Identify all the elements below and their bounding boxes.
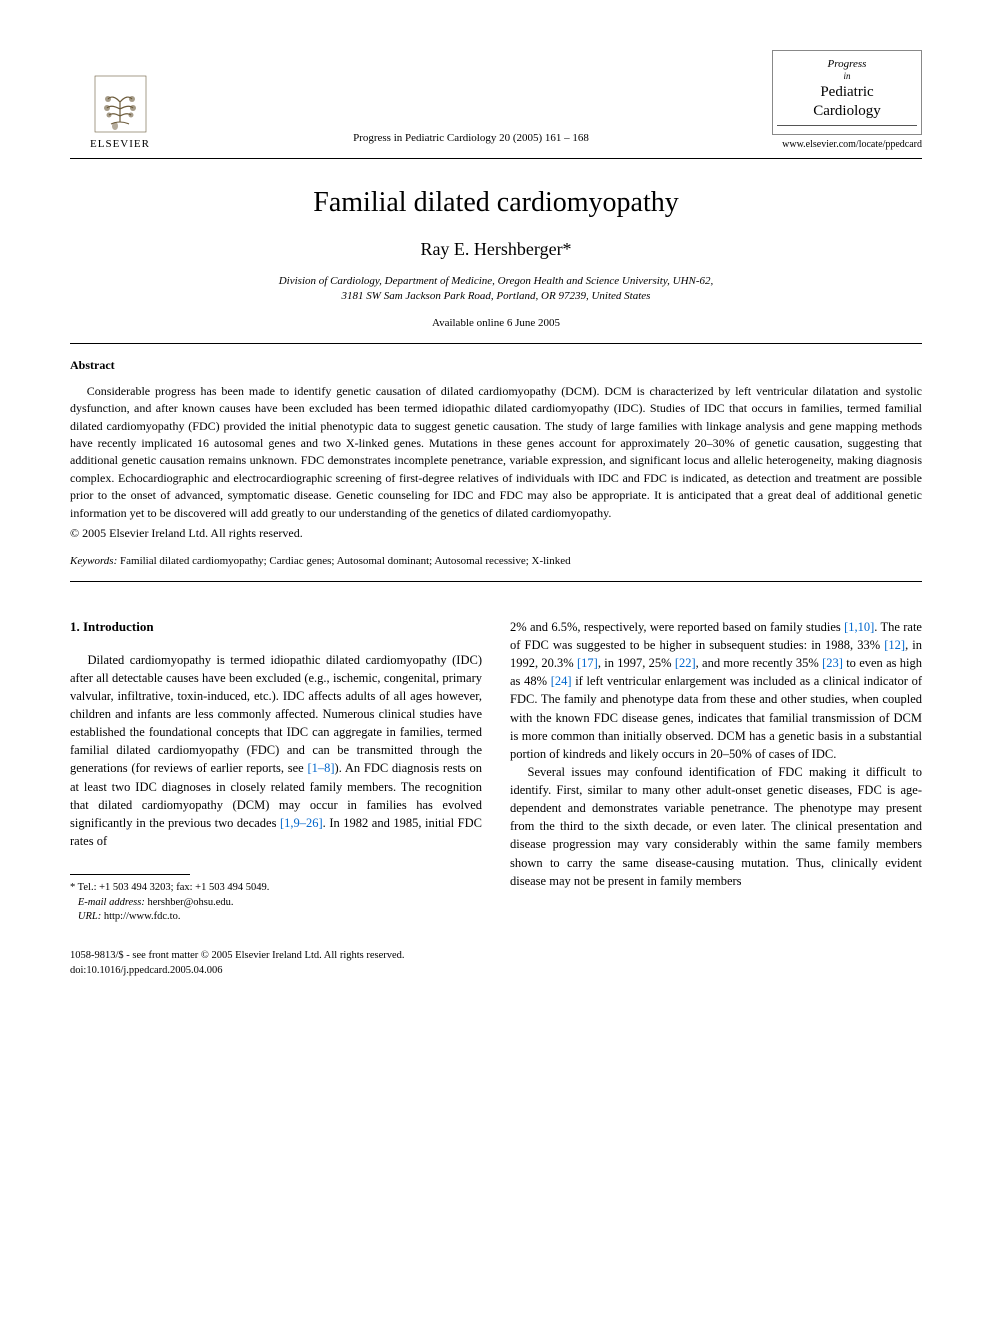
ref-link[interactable]: [22] xyxy=(675,656,696,670)
keywords-line: Keywords: Familial dilated cardiomyopath… xyxy=(70,555,922,567)
section-1-heading: 1. Introduction xyxy=(70,618,482,637)
journal-line4: Cardiology xyxy=(777,102,917,126)
abstract-body: Considerable progress has been made to i… xyxy=(70,383,922,522)
header-row: ELSEVIER Progress in Pediatric Cardiolog… xyxy=(70,50,922,150)
footnote-email-line: E-mail address: hershber@ohsu.edu. xyxy=(70,896,482,911)
journal-line2: in xyxy=(777,71,917,83)
text-fragment: , and more recently 35% xyxy=(696,656,822,670)
ref-link[interactable]: [24] xyxy=(551,674,572,688)
ref-link[interactable]: [23] xyxy=(822,656,843,670)
text-fragment: Dilated cardiomyopathy is termed idiopat… xyxy=(70,653,482,776)
abstract-copyright: © 2005 Elsevier Ireland Ltd. All rights … xyxy=(70,526,922,541)
ref-link[interactable]: [17] xyxy=(577,656,598,670)
rule-before-abstract xyxy=(70,343,922,344)
intro-para-1: Dilated cardiomyopathy is termed idiopat… xyxy=(70,651,482,850)
rule-after-keywords xyxy=(70,581,922,582)
affiliation: Division of Cardiology, Department of Me… xyxy=(70,274,922,305)
journal-wrapper: Progress in Pediatric Cardiology www.els… xyxy=(772,50,922,150)
rule-top xyxy=(70,158,922,159)
text-fragment: if left ventricular enlargement was incl… xyxy=(510,674,922,761)
available-online: Available online 6 June 2005 xyxy=(70,317,922,329)
footer-block: 1058-9813/$ - see front matter © 2005 El… xyxy=(70,949,922,978)
journal-url: www.elsevier.com/locate/ppedcard xyxy=(772,139,922,150)
email-value: hershber@ohsu.edu. xyxy=(145,897,234,908)
affiliation-line2: 3181 SW Sam Jackson Park Road, Portland,… xyxy=(342,290,651,302)
footer-issn: 1058-9813/$ - see front matter © 2005 El… xyxy=(70,949,922,964)
article-title: Familial dilated cardiomyopathy xyxy=(70,187,922,219)
journal-line3: Pediatric xyxy=(777,83,917,103)
email-label: E-mail address: xyxy=(78,897,145,908)
ref-link[interactable]: [12] xyxy=(884,638,905,652)
ref-link[interactable]: [1,9–26] xyxy=(280,816,323,830)
footer-doi: doi:10.1016/j.ppedcard.2005.04.006 xyxy=(70,964,922,979)
column-left: 1. Introduction Dilated cardiomyopathy i… xyxy=(70,618,482,925)
footnote-separator xyxy=(70,874,190,875)
intro-para-2: Several issues may confound identificati… xyxy=(510,763,922,890)
publisher-block: ELSEVIER xyxy=(70,74,170,150)
keywords-label: Keywords: xyxy=(70,555,117,567)
intro-para-1-cont: 2% and 6.5%, respectively, were reported… xyxy=(510,618,922,763)
journal-title-box: Progress in Pediatric Cardiology xyxy=(772,50,922,135)
url-label: URL: xyxy=(78,911,101,922)
footnote-url-line: URL: http://www.fdc.to. xyxy=(70,910,482,925)
journal-line1: Progress xyxy=(777,57,917,71)
elsevier-logo xyxy=(93,74,148,134)
ref-link[interactable]: [1–8] xyxy=(307,761,334,775)
affiliation-line1: Division of Cardiology, Department of Me… xyxy=(279,275,714,287)
url-value: http://www.fdc.to. xyxy=(101,911,180,922)
author-name: Ray E. Hershberger* xyxy=(70,239,922,260)
publisher-name: ELSEVIER xyxy=(90,138,150,150)
abstract-heading: Abstract xyxy=(70,358,922,373)
footnote-block: * Tel.: +1 503 494 3203; fax: +1 503 494… xyxy=(70,881,482,925)
text-fragment: 2% and 6.5%, respectively, were reported… xyxy=(510,620,844,634)
citation-line: Progress in Pediatric Cardiology 20 (200… xyxy=(170,132,772,150)
body-columns: 1. Introduction Dilated cardiomyopathy i… xyxy=(70,618,922,925)
text-fragment: , in 1997, 25% xyxy=(598,656,675,670)
ref-link[interactable]: [1,10] xyxy=(844,620,874,634)
footnote-tel: * Tel.: +1 503 494 3203; fax: +1 503 494… xyxy=(70,881,482,896)
column-right: 2% and 6.5%, respectively, were reported… xyxy=(510,618,922,925)
keywords-text: Familial dilated cardiomyopathy; Cardiac… xyxy=(117,555,570,567)
